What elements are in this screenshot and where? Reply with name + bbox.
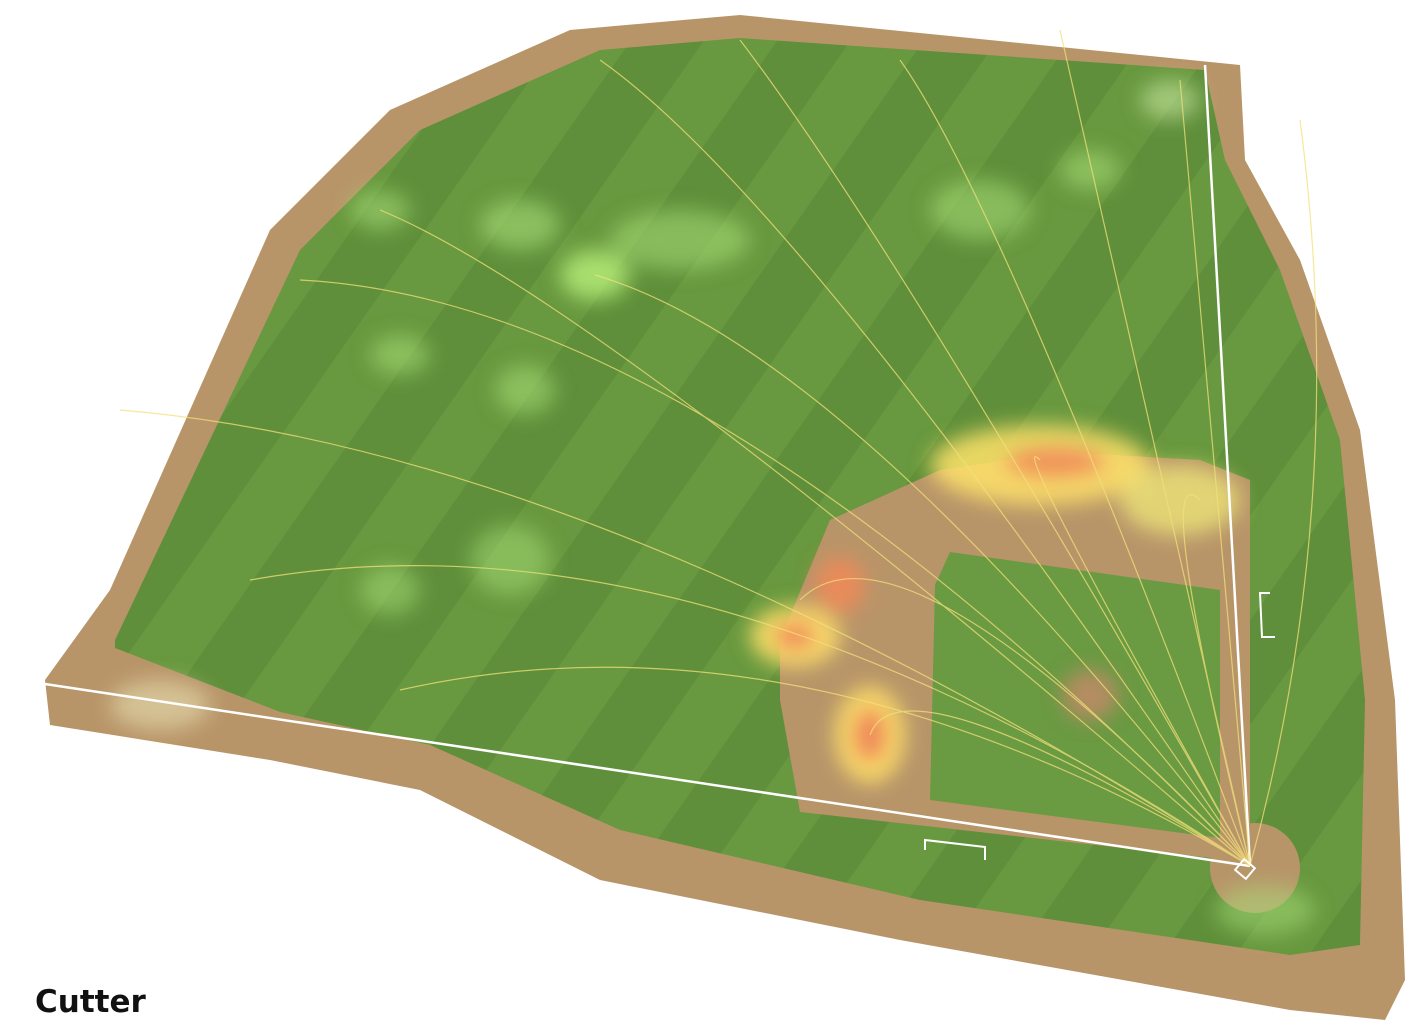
- ball-path: [594, 274, 1251, 867]
- heat-spot: [815, 557, 865, 613]
- heat-spot: [110, 680, 210, 730]
- heat-spot: [1005, 446, 1105, 478]
- foul-line: [1203, 64, 1252, 867]
- ball-path: [1179, 79, 1251, 867]
- foul-line: [44, 682, 1251, 868]
- heatmap: [110, 80, 1315, 935]
- heat-spot: [1060, 150, 1120, 190]
- pitch-type-label: Cutter: [35, 984, 146, 1020]
- ball-path: [119, 409, 1251, 867]
- ball-path: [379, 209, 1251, 867]
- heat-spot: [470, 525, 550, 595]
- heat-spot: [1215, 885, 1315, 935]
- ball-path: [249, 565, 1251, 867]
- ball-path: [739, 39, 1251, 867]
- heat-spot: [773, 622, 817, 650]
- foul-lines: [44, 64, 1252, 868]
- ball-path: [599, 59, 1251, 867]
- heat-spot: [480, 200, 560, 250]
- ball-path: [799, 578, 1251, 867]
- heat-spot: [610, 210, 750, 270]
- ball-path: [869, 710, 1251, 867]
- heat-spot: [930, 180, 1030, 240]
- heat-spot: [1120, 465, 1240, 535]
- batters-box: [924, 838, 986, 860]
- ball-path: [1249, 119, 1318, 867]
- heat-spot: [1140, 80, 1200, 120]
- batted-ball-paths: [119, 29, 1318, 867]
- ball-path: [399, 666, 1251, 867]
- heat-spot: [1062, 670, 1118, 720]
- ball-path: [299, 279, 1251, 867]
- ball-path: [1182, 494, 1251, 867]
- home-plate: [1233, 857, 1257, 881]
- heat-spot: [360, 565, 420, 615]
- heat-spot: [370, 335, 430, 375]
- heat-spot: [495, 365, 555, 415]
- batters-box: [1258, 592, 1275, 638]
- ball-path: [1033, 456, 1251, 867]
- ball-path: [899, 59, 1251, 867]
